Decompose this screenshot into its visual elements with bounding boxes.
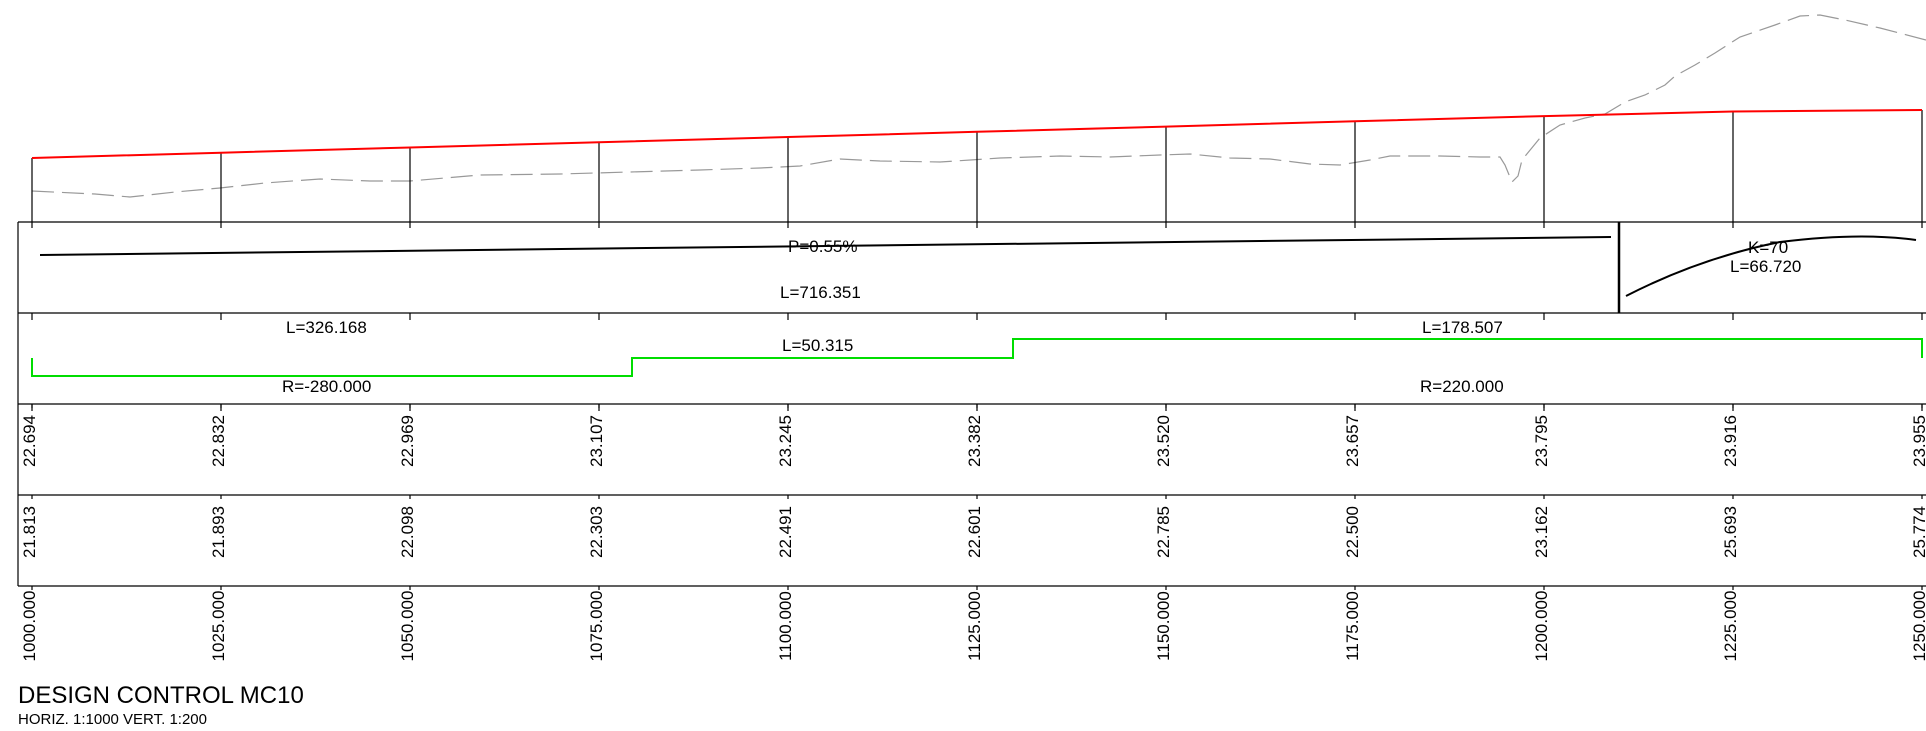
segment-1-radius-label: R=-280.000 [282, 377, 371, 396]
segment-1-length-label: L=326.168 [286, 318, 367, 337]
drawing-title: DESIGN CONTROL MC10 [18, 682, 304, 709]
horizontal-alignment-line [31, 338, 1923, 377]
chainage-label-7: 1175.000 [1343, 591, 1362, 661]
grade-label: P=0.55% [788, 237, 857, 256]
horizontal-alignment-band: L=326.168 R=-280.000 L=50.315 L=178.507 … [31, 318, 1923, 396]
chainage-label-6: 1150.000 [1154, 591, 1173, 661]
existing-ground-line [31, 14, 1926, 198]
design-grade-line [31, 109, 1923, 159]
existing-level-row: 21.813 21.893 22.098 22.303 22.491 22.601 22.7… [20, 506, 1926, 558]
existing-level-label-3: 22.303 [587, 506, 606, 558]
design-level-label-8: 23.795 [1532, 415, 1551, 467]
segment-3-radius-label: R=220.000 [1420, 377, 1504, 396]
curve-length-label: L=66.720 [1730, 257, 1801, 276]
design-level-label-4: 23.245 [776, 415, 795, 467]
design-level-label-10: 23.955 [1910, 415, 1926, 467]
design-level-label-2: 22.969 [398, 415, 417, 467]
vertical-alignment-band: P=0.55% L=716.351 K=70 L=66.720 [39, 222, 1917, 313]
chainage-label-1: 1025.000 [209, 591, 228, 662]
design-level-label-3: 23.107 [587, 415, 606, 467]
chainage-label-2: 1050.000 [398, 591, 417, 662]
curve-k-label: K=70 [1748, 238, 1788, 257]
design-level-label-6: 23.520 [1154, 415, 1173, 467]
existing-level-label-1: 21.893 [209, 506, 228, 558]
chainage-label-10: 1250.000 [1910, 591, 1926, 662]
existing-level-label-9: 25.693 [1721, 506, 1740, 558]
design-level-label-5: 23.382 [965, 415, 984, 467]
design-level-label-7: 23.657 [1343, 415, 1362, 467]
band-frame [17, 221, 1926, 587]
design-level-row: 22.694 22.832 22.969 23.107 23.245 23.382 23.5… [20, 415, 1926, 467]
existing-level-label-5: 22.601 [965, 506, 984, 558]
drawing-scale-note: HORIZ. 1:1000 VERT. 1:200 [18, 711, 207, 728]
vertical-curve [1625, 235, 1917, 297]
chainage-label-3: 1075.000 [587, 591, 606, 662]
grade-line [39, 236, 1612, 256]
chainage-label-0: 1000.000 [20, 591, 39, 662]
segment-3-length-label: L=178.507 [1422, 318, 1503, 337]
chainage-label-4: 1100.000 [776, 591, 795, 661]
segment-2-length-label: L=50.315 [782, 336, 853, 355]
chainage-label-8: 1200.000 [1532, 591, 1551, 662]
existing-level-label-0: 21.813 [20, 506, 39, 558]
chainage-row: 1000.000 1025.000 1050.000 1075.000 1100.000… [20, 591, 1926, 662]
station-ticks-bands [31, 313, 1923, 590]
existing-level-label-4: 22.491 [776, 506, 795, 558]
design-level-label-9: 23.916 [1721, 415, 1740, 467]
existing-level-label-8: 23.162 [1532, 506, 1551, 558]
grade-length-label: L=716.351 [780, 283, 861, 302]
design-level-label-1: 22.832 [209, 415, 228, 467]
existing-level-label-2: 22.098 [398, 506, 417, 558]
chainage-label-5: 1125.000 [965, 591, 984, 661]
chainage-label-9: 1225.000 [1721, 591, 1740, 662]
existing-level-label-6: 22.785 [1154, 506, 1173, 558]
station-ticks-profile [31, 110, 1923, 228]
design-level-label-0: 22.694 [20, 415, 39, 467]
existing-level-label-10: 25.774 [1910, 506, 1926, 558]
existing-level-label-7: 22.500 [1343, 506, 1362, 558]
